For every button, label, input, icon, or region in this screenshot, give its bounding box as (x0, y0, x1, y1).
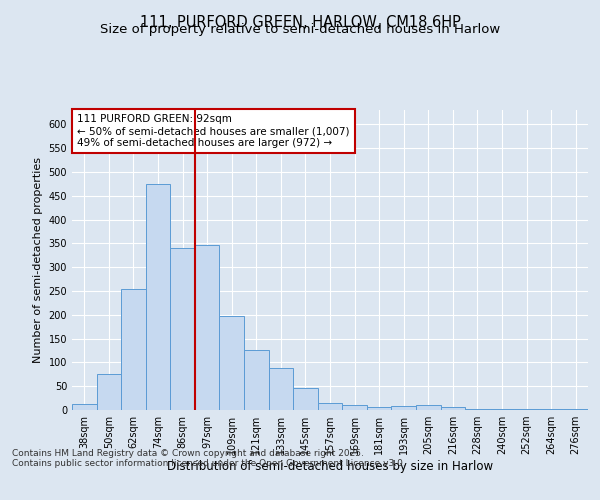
Bar (539, 409, 563, 410)
Bar (318, 403, 342, 410)
Bar (72, 404, 97, 410)
Text: 111, PURFORD GREEN, HARLOW, CM18 6HP: 111, PURFORD GREEN, HARLOW, CM18 6HP (140, 15, 460, 30)
Bar (220, 316, 244, 410)
Bar (121, 288, 146, 410)
Text: Contains HM Land Registry data © Crown copyright and database right 2025.: Contains HM Land Registry data © Crown c… (12, 448, 364, 458)
Bar (244, 350, 269, 410)
Text: 111 PURFORD GREEN: 92sqm
← 50% of semi-detached houses are smaller (1,007)
49% o: 111 PURFORD GREEN: 92sqm ← 50% of semi-d… (77, 114, 350, 148)
X-axis label: Distribution of semi-detached houses by size in Harlow: Distribution of semi-detached houses by … (167, 460, 493, 473)
Bar (440, 407, 465, 410)
Bar (391, 406, 416, 410)
Bar (342, 405, 367, 410)
Bar (170, 248, 195, 410)
Bar (416, 405, 440, 410)
Bar (146, 184, 170, 410)
Y-axis label: Number of semi-detached properties: Number of semi-detached properties (33, 157, 43, 363)
Text: Size of property relative to semi-detached houses in Harlow: Size of property relative to semi-detach… (100, 22, 500, 36)
Text: Contains public sector information licensed under the Open Government Licence v3: Contains public sector information licen… (12, 458, 406, 468)
Bar (195, 245, 220, 410)
Bar (293, 388, 318, 410)
Bar (97, 374, 121, 410)
Bar (514, 409, 539, 410)
Bar (465, 408, 490, 410)
Bar (269, 368, 293, 410)
Bar (367, 406, 391, 410)
Bar (563, 409, 588, 410)
Bar (490, 408, 514, 410)
